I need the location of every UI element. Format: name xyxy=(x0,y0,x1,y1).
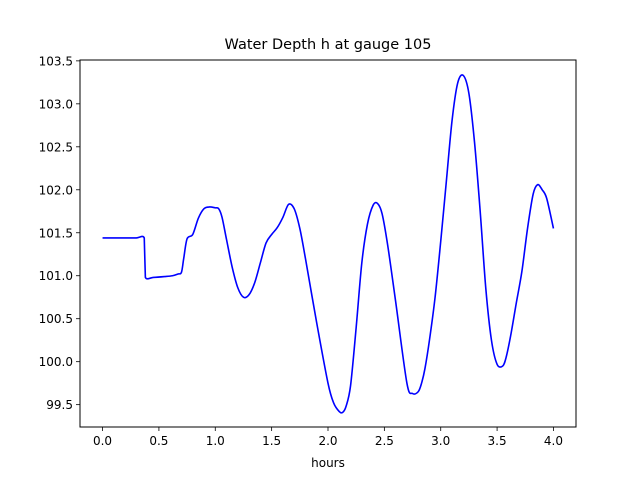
x-tick-label: 0.5 xyxy=(149,434,168,448)
x-tick-label: 0.0 xyxy=(93,434,112,448)
x-tick-label: 3.5 xyxy=(488,434,507,448)
x-tick-label: 4.0 xyxy=(544,434,563,448)
y-tick-label: 102.5 xyxy=(39,140,73,154)
x-tick-label: 2.0 xyxy=(318,434,337,448)
plot-area xyxy=(102,74,555,414)
y-tick-label: 103.0 xyxy=(39,97,73,111)
y-axis-ticks: 99.5 100.0 100.5 101.0 101.5 102.0 102.5 103.0 1… xyxy=(39,54,80,412)
y-tick-label: 99.5 xyxy=(46,398,73,412)
x-tick-label: 2.5 xyxy=(375,434,394,448)
y-tick-label: 101.5 xyxy=(39,226,73,240)
x-tick-label: 1.0 xyxy=(206,434,225,448)
y-tick-label: 102.0 xyxy=(39,183,73,197)
x-axis-label: hours xyxy=(311,456,345,470)
series-line-0 xyxy=(102,74,555,414)
y-tick-label: 100.5 xyxy=(39,312,73,326)
chart-title: Water Depth h at gauge 105 xyxy=(225,37,432,53)
y-tick-label: 101.0 xyxy=(39,269,73,283)
y-tick-label: 103.5 xyxy=(39,54,73,68)
x-tick-label: 1.5 xyxy=(262,434,281,448)
y-tick-label: 100.0 xyxy=(39,355,73,369)
axes-frame xyxy=(79,59,577,428)
x-axis-ticks: 0.0 0.5 1.0 1.5 2.0 2.5 3.0 3.5 4.0 xyxy=(93,427,563,448)
x-tick-label: 3.0 xyxy=(431,434,450,448)
